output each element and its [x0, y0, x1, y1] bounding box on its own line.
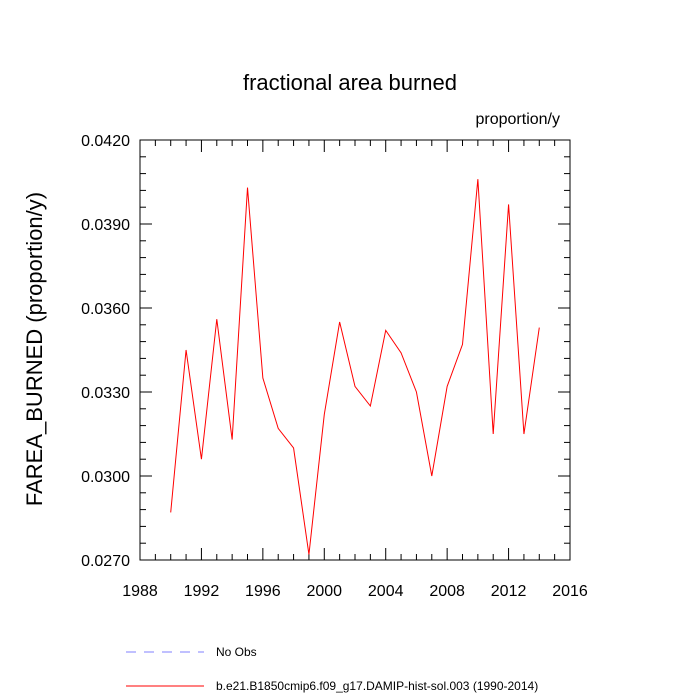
legend: No Obs b.e21.B1850cmip6.f09_g17.DAMIP-his…	[126, 645, 538, 693]
y-tick-label: 0.0360	[81, 301, 130, 318]
series-line	[170, 179, 540, 555]
x-tick-label: 2008	[429, 583, 465, 600]
legend-label: b.e21.B1850cmip6.f09_g17.DAMIP-hist-sol.…	[216, 679, 538, 693]
legend-label: No Obs	[216, 645, 257, 659]
x-tick-label: 1996	[245, 583, 281, 600]
chart-title: fractional area burned	[243, 70, 457, 95]
x-tick-label: 2016	[552, 583, 588, 600]
y-tick-label: 0.0420	[81, 133, 130, 150]
x-tick-label: 2004	[368, 583, 404, 600]
y-tick-label: 0.0270	[81, 553, 130, 570]
x-tick-label: 1992	[184, 583, 220, 600]
y-tick-label: 0.0330	[81, 385, 130, 402]
series-lines	[170, 179, 540, 555]
units-label: proportion/y	[476, 111, 561, 128]
y-axis-title: FAREA_BURNED (proportion/y)	[22, 192, 47, 506]
plot-frame	[139, 139, 571, 561]
x-tick-label: 2000	[306, 583, 342, 600]
y-tick-label: 0.0300	[81, 469, 130, 486]
x-tick-label: 2012	[491, 583, 527, 600]
axis-ticks: 1988 1992 1996 2000 2004 2008 2012 2016 0.0270 0.…	[81, 133, 588, 600]
x-tick-label: 1988	[122, 583, 158, 600]
y-tick-label: 0.0390	[81, 217, 130, 234]
